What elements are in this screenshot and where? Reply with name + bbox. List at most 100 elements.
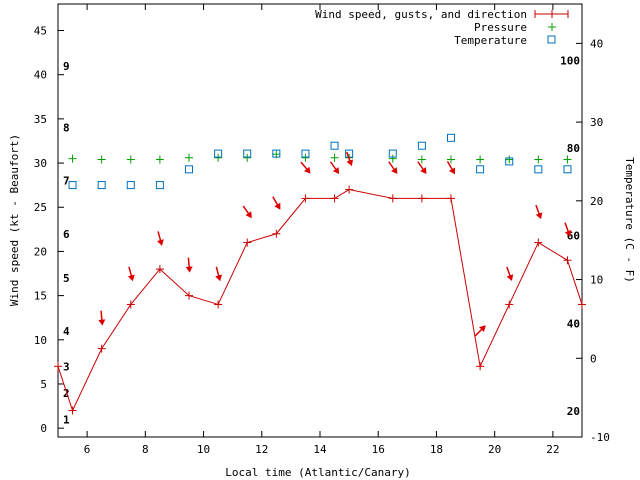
direction-arrows [98, 151, 572, 337]
wind-point [417, 194, 426, 203]
pressure-point [155, 155, 164, 164]
direction-arrow [300, 161, 311, 174]
direction-arrow-head [346, 159, 354, 167]
direction-arrow [346, 151, 354, 167]
temperature-point [563, 165, 572, 174]
beaufort-label: 8 [63, 122, 70, 135]
direction-arrow-head [274, 202, 281, 210]
pressure-point [214, 153, 223, 162]
pressure-point [301, 153, 310, 162]
temperature-point [301, 149, 310, 158]
pressure-point [68, 154, 77, 163]
temperature-point [68, 181, 77, 190]
wind-point [534, 238, 543, 247]
x-tick-label: 16 [372, 443, 385, 456]
fahrenheit-label: 40 [567, 318, 580, 331]
wind-point [272, 229, 281, 238]
y2-axis-label: Temperature (C - F) [623, 157, 636, 283]
x-tick-label: 6 [84, 443, 91, 456]
x-axis-label: Local time (Atlantic/Canary) [225, 466, 410, 479]
temperature-point [388, 149, 397, 158]
direction-arrow-head [479, 325, 486, 333]
pressure-point [388, 154, 397, 163]
direction-arrow [506, 266, 514, 282]
y2-tick-label: 20 [590, 195, 603, 208]
temperature-point [155, 181, 164, 190]
y2-tick-label: 30 [590, 116, 603, 129]
wind-point [447, 194, 455, 203]
beaufort-label: 2 [63, 387, 70, 400]
direction-arrow [474, 325, 486, 337]
temperature-point [476, 165, 485, 174]
x-tick-label: 12 [255, 443, 268, 456]
fahrenheit-label: 80 [567, 142, 580, 155]
temperature-series [68, 133, 572, 190]
beaufort-label: 6 [63, 228, 70, 241]
y-tick-label: 10 [34, 334, 47, 347]
x-tick-label: 20 [488, 443, 501, 456]
temperature-point [447, 133, 455, 142]
wind-point [578, 300, 586, 309]
pressure-point [126, 155, 135, 164]
pressure-point [185, 153, 193, 162]
temperature-point [505, 157, 514, 166]
plot-frame [57, 3, 583, 438]
pressure-point [505, 155, 514, 164]
wind-line [57, 189, 583, 412]
temperature-point [97, 181, 106, 190]
direction-arrow-head [127, 274, 135, 282]
y-tick-label: 25 [34, 201, 47, 214]
y-tick-label: 35 [34, 113, 47, 126]
wind-point [214, 300, 223, 309]
y-tick-label: 30 [34, 157, 47, 170]
wind-point [330, 194, 339, 203]
wind-point [243, 238, 252, 247]
pressure-point [243, 153, 252, 162]
x-tick-label: 14 [313, 443, 327, 456]
wind-point [505, 300, 514, 309]
pressure-point [97, 155, 106, 164]
pressure-point [476, 155, 485, 164]
legend-label-pressure: Pressure [474, 21, 527, 34]
fahrenheit-label: 20 [567, 405, 580, 418]
y2-tick-label: -10 [590, 431, 610, 444]
legend-label-wind: Wind speed, gusts, and direction [315, 8, 527, 21]
y2-tick-label: 10 [590, 274, 603, 287]
x-tick-label: 22 [546, 443, 559, 456]
direction-arrow-head [98, 319, 106, 326]
direction-arrow [185, 257, 193, 273]
y-tick-label: 40 [34, 69, 47, 82]
direction-arrow [329, 161, 340, 175]
direction-arrow-head [535, 212, 543, 220]
direction-arrow [215, 266, 223, 282]
wind-point [126, 300, 135, 309]
temperature-point [243, 149, 252, 158]
beaufort-label: 5 [63, 272, 70, 285]
temperature-point [272, 149, 281, 158]
y-tick-label: 20 [34, 245, 47, 258]
direction-arrow [564, 222, 572, 237]
direction-arrow [98, 310, 106, 326]
direction-arrow [446, 161, 456, 175]
direction-arrow [272, 196, 281, 210]
beaufort-label: 3 [63, 360, 70, 373]
wind-point [301, 194, 310, 203]
direction-arrow [535, 204, 543, 220]
pressure-point [417, 155, 426, 164]
legend-swatch-temperature [547, 35, 556, 44]
direction-arrow-head [506, 274, 514, 282]
temperature-point [417, 141, 426, 150]
legend-label-temperature: Temperature [454, 34, 527, 47]
temperature-point [214, 149, 223, 158]
wind-point [54, 362, 62, 371]
y-tick-label: 45 [34, 25, 47, 38]
direction-arrow-head [391, 167, 398, 175]
temperature-point [185, 165, 193, 174]
y-tick-label: 5 [40, 378, 47, 391]
axes: 6 8 10 12 14 16 18 20 22051015202530354045-10010… [34, 4, 610, 456]
wind-point [388, 194, 397, 203]
legend: Wind speed, gusts, and direction Pressur… [315, 8, 569, 47]
temperature-point [534, 165, 543, 174]
x-tick-label: 8 [142, 443, 149, 456]
